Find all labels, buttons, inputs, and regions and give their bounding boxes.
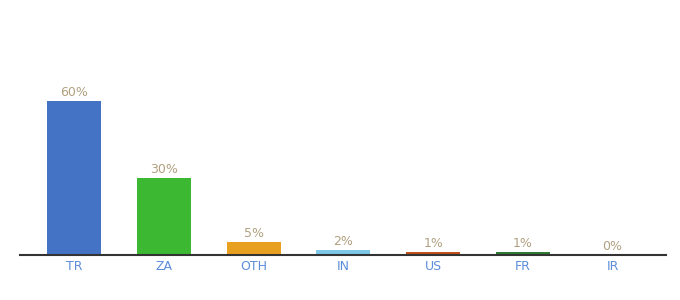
Text: 2%: 2%: [333, 235, 354, 248]
Text: 1%: 1%: [513, 237, 533, 250]
Text: 5%: 5%: [243, 227, 264, 240]
Bar: [496, 252, 549, 255]
Text: 60%: 60%: [61, 86, 88, 99]
Bar: [137, 178, 191, 255]
Text: 1%: 1%: [423, 237, 443, 250]
Bar: [48, 101, 101, 255]
Bar: [226, 242, 281, 255]
Bar: [316, 250, 371, 255]
Bar: [406, 252, 460, 255]
Text: 30%: 30%: [150, 163, 178, 176]
Text: 0%: 0%: [602, 240, 623, 253]
